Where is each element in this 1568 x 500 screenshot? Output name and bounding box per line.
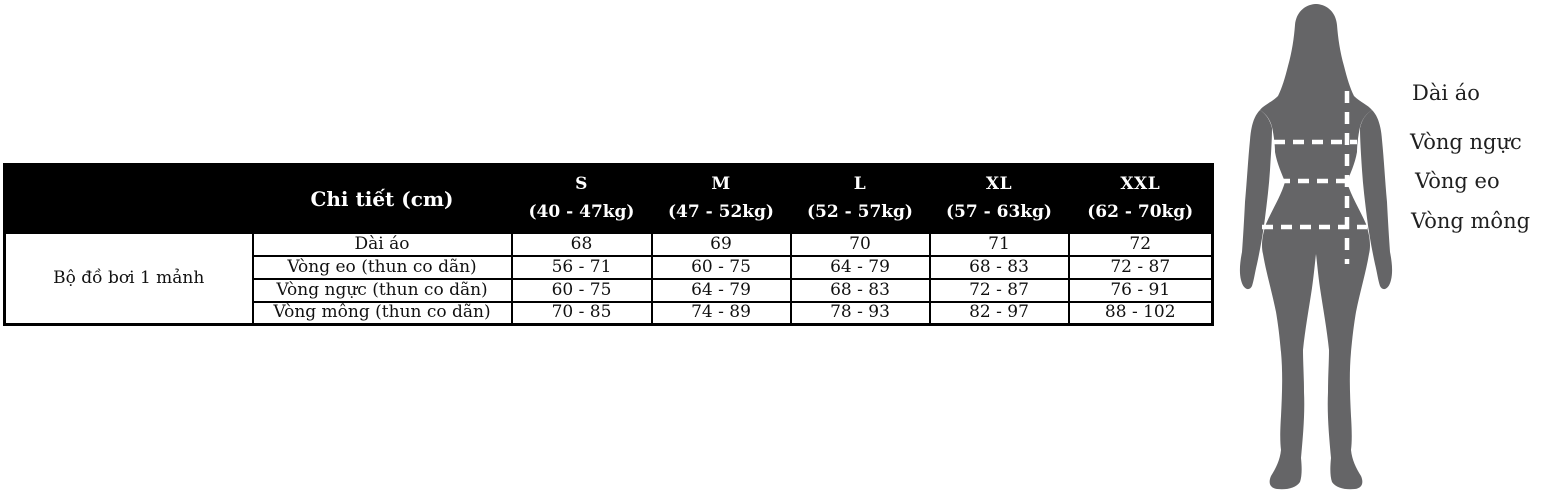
value-cell: 72 - 87 [928,277,1070,303]
row-label: Vòng ngực (thun co dãn) [251,277,513,303]
value-cell: 88 - 102 [1067,300,1214,326]
body-silhouette-figure [1239,4,1393,490]
value-cell: 76 - 91 [1067,277,1214,303]
value-cell: 60 - 75 [650,254,792,280]
right-arm-silhouette [1360,110,1393,290]
header-detail-label: Chi tiết (cm) [251,163,513,234]
value-cell: 72 [1067,231,1214,257]
size-weight-range: (57 - 63kg) [946,202,1052,223]
value-cell: 70 - 85 [510,300,653,326]
header-size-xxl: XXL (62 - 70kg) [1067,163,1214,234]
value-cell: 68 [510,231,653,257]
table-row: Bộ đồ bơi 1 mảnh Dài áo 68 69 70 71 72 [3,231,1214,326]
label-bust: Vòng ngực [1410,130,1522,154]
table-header-row: Chi tiết (cm) S (40 - 47kg) M (47 - 52kg… [3,163,1214,234]
left-arm-silhouette [1239,110,1272,290]
header-size-m: M (47 - 52kg) [650,163,792,234]
size-table: Chi tiết (cm) S (40 - 47kg) M (47 - 52kg… [3,163,1214,326]
size-name: L [853,174,867,195]
value-cell: 60 - 75 [510,277,653,303]
header-size-s: S (40 - 47kg) [510,163,653,234]
table-row: Vòng ngực (thun co dãn) 60 - 75 64 - 79 … [5,277,1214,303]
size-name: M [711,174,731,195]
label-waist: Vòng eo [1415,169,1500,193]
header-size-xl: XL (57 - 63kg) [928,163,1070,234]
value-cell: 71 [928,231,1070,257]
label-shirt-length: Dài áo [1412,81,1480,105]
value-cell: 68 - 83 [789,277,931,303]
table-row: Vòng mông (thun co dãn) 70 - 85 74 - 89 … [5,300,1214,326]
value-cell: 78 - 93 [789,300,931,326]
product-name-cell: Bộ đồ bơi 1 mảnh [3,231,254,326]
value-cell: 56 - 71 [510,254,653,280]
value-cell: 64 - 79 [789,254,931,280]
size-weight-range: (47 - 52kg) [668,202,774,223]
value-cell: 68 - 83 [928,254,1070,280]
row-label: Vòng eo (thun co dãn) [251,254,513,280]
table-row: Vòng eo (thun co dãn) 56 - 71 60 - 75 64… [5,254,1214,280]
value-cell: 64 - 79 [650,277,792,303]
size-weight-range: (40 - 47kg) [528,202,635,223]
size-weight-range: (52 - 57kg) [807,202,913,223]
label-hip: Vòng mông [1411,209,1531,233]
size-name: S [575,174,588,195]
row-label: Vòng mông (thun co dãn) [251,300,513,326]
value-cell: 74 - 89 [650,300,792,326]
value-cell: 70 [789,231,931,257]
value-cell: 72 - 87 [1067,254,1214,280]
value-cell: 69 [650,231,792,257]
size-name: XXL [1120,174,1161,195]
header-blank-cell [3,163,254,234]
value-cell: 82 - 97 [928,300,1070,326]
size-weight-range: (62 - 70kg) [1087,202,1194,223]
body-silhouette [1260,4,1372,490]
row-label: Dài áo [251,231,513,257]
header-size-l: L (52 - 57kg) [789,163,931,234]
size-name: XL [985,174,1013,195]
